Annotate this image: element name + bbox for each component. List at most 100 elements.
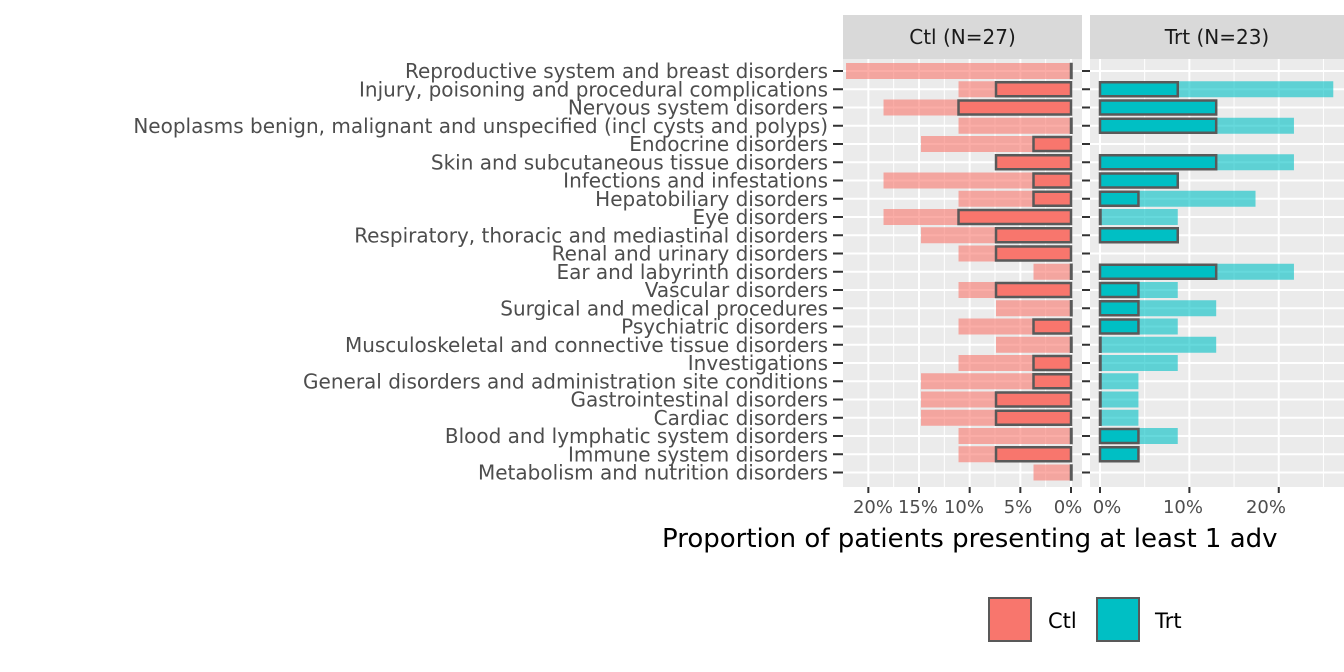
- bar-ctl-all: [846, 63, 1071, 79]
- bar-ctl-serious: [1032, 354, 1073, 372]
- strip-label-ctl: Ctl (N=27): [909, 25, 1016, 49]
- bar-ctl-serious: [1032, 135, 1073, 153]
- bar-ctl-serious: [957, 99, 1073, 116]
- category-label: Psychiatric disorders: [621, 315, 828, 339]
- category-label: Cardiac disorders: [654, 406, 828, 430]
- category-label: Nervous system disorders: [568, 96, 828, 120]
- bar-ctl-serious: [994, 391, 1073, 408]
- category-label: Endocrine disorders: [629, 132, 828, 156]
- x-axis-ticks: 20% 15% 10% 5% 0% 0% 10% 20%: [853, 487, 1286, 518]
- bar-trt-serious: [1098, 263, 1218, 280]
- legend-label-ctl: Ctl: [1048, 609, 1077, 633]
- category-label: Immune system disorders: [568, 442, 828, 466]
- category-label: Investigations: [688, 351, 828, 375]
- bar-ctl-serious: [1069, 62, 1073, 80]
- tick-label-right-0: 0%: [1093, 497, 1122, 518]
- category-label: Skin and subcutaneous tissue disorders: [431, 150, 828, 174]
- bar-trt-all: [1100, 336, 1217, 353]
- category-label: Gastrointestinal disorders: [571, 388, 829, 412]
- bar-ctl-serious: [994, 245, 1073, 262]
- bar-ctl-serious: [957, 208, 1073, 226]
- bar-ctl-serious: [1032, 190, 1073, 207]
- bar-trt-all: [1100, 409, 1139, 426]
- category-label: Renal and urinary disorders: [552, 242, 828, 266]
- category-label: Respiratory, thoracic and mediastinal di…: [354, 223, 828, 247]
- bar-trt-all: [1100, 209, 1178, 225]
- category-label: Injury, poisoning and procedural complic…: [359, 77, 828, 101]
- category-label: Metabolism and nutrition disorders: [478, 461, 828, 485]
- category-label: Vascular disorders: [645, 278, 828, 302]
- category-labels: Reproductive system and breast disorders…: [133, 59, 1090, 485]
- category-label: General disorders and administration sit…: [303, 369, 828, 393]
- bar-ctl-serious: [1069, 464, 1073, 481]
- tick-label-left-5: 5%: [1004, 497, 1033, 518]
- bar-trt-serious: [1098, 117, 1218, 134]
- bar-trt-all: [1100, 355, 1178, 371]
- tick-label-right-10: 10%: [1163, 497, 1203, 518]
- strip-label-trt: Trt (N=23): [1164, 25, 1269, 49]
- category-label: Surgical and medical procedures: [500, 296, 828, 320]
- bar-trt-serious: [1098, 409, 1102, 426]
- tick-label-left-20: 20%: [853, 497, 893, 518]
- bar-ctl-serious: [994, 154, 1073, 171]
- category-label: Hepatobiliary disorders: [595, 187, 828, 211]
- bar-trt-serious: [1098, 373, 1102, 390]
- bar-trt-serious: [1098, 391, 1102, 408]
- bar-ctl-all: [958, 117, 1071, 134]
- legend-key-ctl: [988, 597, 1032, 642]
- tick-label-left-10: 10%: [944, 497, 984, 518]
- bar-ctl-serious: [994, 446, 1073, 463]
- bar-trt-serious: [1098, 354, 1102, 372]
- category-label: Infections and infestations: [563, 169, 828, 193]
- bar-ctl-serious: [1032, 172, 1073, 189]
- tick-label-right-20: 20%: [1246, 497, 1286, 518]
- bar-trt-serious: [1098, 427, 1140, 445]
- category-label: Neoplasms benign, malignant and unspecif…: [133, 114, 828, 138]
- bar-ctl-serious: [1069, 117, 1073, 134]
- bar-ctl-serious: [1069, 427, 1073, 445]
- bar-trt-serious: [1098, 99, 1218, 116]
- bar-ctl-all: [996, 300, 1071, 317]
- bar-trt-serious: [1098, 336, 1102, 353]
- bar-trt-serious: [1098, 190, 1140, 207]
- category-label: Blood and lymphatic system disorders: [445, 424, 828, 448]
- bar-ctl-all: [883, 172, 1071, 189]
- bar-trt-serious: [1098, 81, 1180, 98]
- category-label: Reproductive system and breast disorders: [405, 59, 828, 83]
- bar-trt-serious: [1098, 154, 1218, 171]
- bar-ctl-serious: [994, 227, 1073, 244]
- category-label: Musculoskeletal and connective tissue di…: [345, 333, 828, 357]
- legend-key-trt: [1096, 597, 1140, 642]
- tick-label-left-0: 0%: [1054, 497, 1083, 518]
- bar-ctl-all: [1033, 263, 1071, 280]
- x-axis-title: Proportion of patients presenting at lea…: [662, 524, 1278, 554]
- category-label: Ear and labyrinth disorders: [556, 260, 828, 284]
- bar-ctl-all: [958, 428, 1071, 444]
- bar-trt-serious: [1098, 318, 1140, 335]
- bars: [846, 62, 1334, 481]
- bar-trt-all: [1100, 391, 1139, 408]
- bar-trt-serious: [1098, 227, 1180, 244]
- bar-ctl-serious: [1032, 373, 1073, 390]
- bar-ctl-serious: [1032, 318, 1073, 335]
- tick-label-left-15: 15%: [898, 497, 938, 518]
- strip-ctl: [843, 15, 1082, 59]
- bar-trt-serious: [1098, 446, 1140, 463]
- bar-ctl-serious: [1069, 336, 1073, 353]
- bar-trt-serious: [1098, 281, 1140, 299]
- bar-trt-all: [1100, 373, 1139, 390]
- strip-trt: [1090, 15, 1344, 59]
- bar-ctl-serious: [994, 409, 1073, 426]
- bar-ctl-all: [1033, 464, 1071, 481]
- bar-ctl-all: [996, 336, 1071, 353]
- bar-ctl-serious: [1069, 263, 1073, 280]
- bar-trt-serious: [1098, 300, 1140, 317]
- bar-ctl-serious: [994, 281, 1073, 299]
- legend-label-trt: Trt: [1154, 609, 1182, 633]
- bar-ctl-serious: [994, 81, 1073, 98]
- bar-trt-serious: [1098, 172, 1180, 189]
- category-label: Eye disorders: [692, 205, 828, 229]
- bar-ctl-serious: [1069, 300, 1073, 317]
- bar-trt-serious: [1098, 208, 1102, 226]
